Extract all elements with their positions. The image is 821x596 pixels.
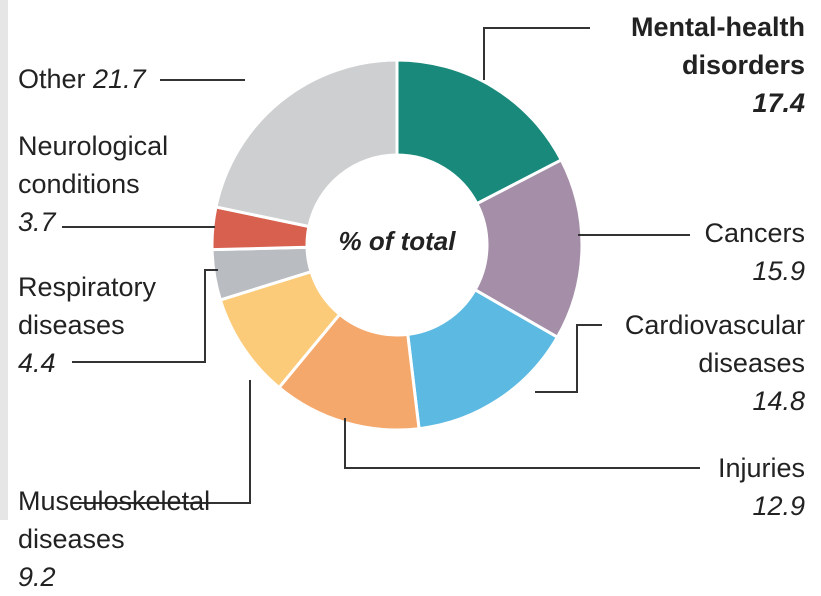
slice-label: Neurological conditions 3.7 [18, 127, 208, 241]
leader-line [72, 380, 251, 504]
slice-label: Other 21.7 [18, 60, 318, 98]
category-name: Cardiovascular diseases [624, 310, 805, 378]
category-name: Respiratory diseases [18, 272, 157, 340]
category-name: Neurological conditions [18, 131, 169, 199]
donut-slice [472, 157, 584, 340]
leader-line [483, 27, 590, 80]
value-label: 15.9 [752, 256, 805, 286]
value-label: 3.7 [18, 207, 56, 237]
donut-slice [395, 58, 564, 206]
value-label: 4.4 [18, 348, 56, 378]
leader-line [344, 418, 700, 469]
donut-chart [62, 27, 700, 504]
category-name: Musculoskeletal diseases [18, 486, 211, 554]
slice-label: Respiratory diseases 4.4 [18, 268, 188, 382]
value-label: 21.7 [93, 64, 146, 94]
slice-label: Cancers 15.9 [605, 214, 805, 290]
edge-strip [0, 0, 8, 520]
category-name: Other [18, 64, 86, 94]
category-name: Injuries [717, 453, 805, 483]
value-label: 12.9 [752, 491, 805, 521]
chart: % of total Mental-health disorders 17.4 Ca… [0, 0, 805, 592]
slice-label: Musculoskeletal diseases 9.2 [18, 482, 253, 596]
slice-label: Injuries 12.9 [605, 449, 805, 525]
category-name: Cancers [704, 218, 805, 248]
value-label: 14.8 [752, 386, 805, 416]
center-label: % of total [338, 226, 456, 256]
donut-slice [214, 58, 399, 229]
slice-label: Mental-health disorders 17.4 [575, 8, 805, 122]
slice-label: Cardiovascular diseases 14.8 [585, 306, 805, 420]
donut-slice [406, 287, 560, 431]
leader-line [535, 324, 602, 393]
category-name: Mental-health disorders [630, 12, 805, 80]
leader-line [72, 269, 218, 363]
value-label: 9.2 [18, 562, 56, 592]
value-label: 17.4 [752, 88, 805, 118]
